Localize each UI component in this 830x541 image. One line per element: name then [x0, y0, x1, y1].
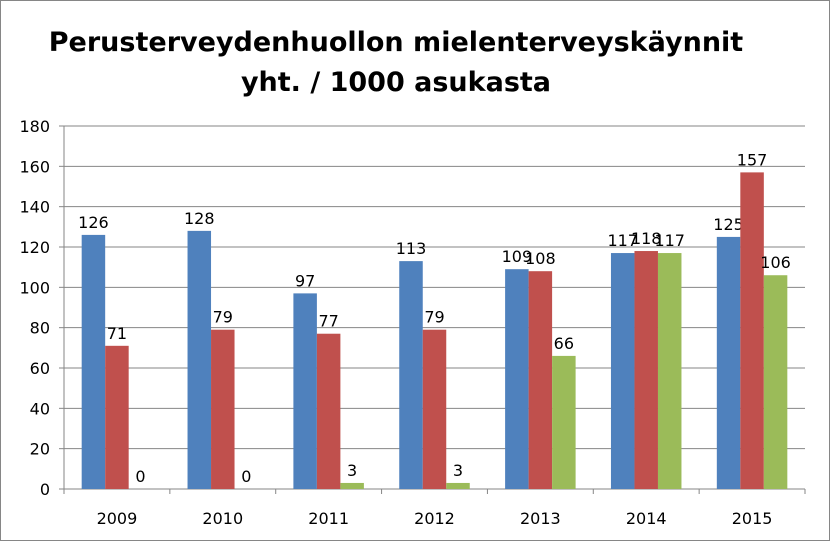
bar — [657, 253, 682, 489]
y-tick-label: 60 — [30, 359, 50, 378]
bar — [422, 329, 447, 489]
data-label: 117 — [607, 231, 638, 250]
data-label: 126 — [78, 213, 109, 232]
y-tick-label: 120 — [19, 238, 50, 257]
data-label: 113 — [396, 239, 427, 258]
bar — [340, 482, 364, 489]
bar — [528, 271, 553, 489]
bar — [316, 333, 341, 489]
y-tick-label: 40 — [30, 399, 50, 418]
bar — [610, 253, 635, 489]
x-tick-label: 2009 — [97, 509, 138, 528]
data-label: 79 — [213, 308, 233, 327]
y-tick-label: 0 — [40, 480, 50, 499]
data-label: 128 — [184, 209, 215, 228]
bar — [211, 329, 235, 489]
bar — [740, 172, 764, 489]
x-tick-label: 2012 — [414, 509, 455, 528]
x-tick-label: 2014 — [626, 509, 667, 528]
bar — [446, 482, 470, 489]
data-label: 117 — [654, 231, 685, 250]
bar — [505, 269, 529, 489]
y-tick-label: 20 — [30, 440, 50, 459]
chart-title: Perusterveydenhuollon mielenterveyskäynn… — [1, 23, 791, 103]
data-label: 0 — [241, 467, 251, 486]
y-tick-label: 140 — [19, 198, 50, 217]
data-label: 77 — [318, 312, 338, 331]
bar — [81, 234, 106, 489]
data-label: 97 — [295, 271, 315, 290]
data-label: 71 — [107, 324, 127, 343]
chart-title-line-1: Perusterveydenhuollon mielenterveyskäynn… — [48, 27, 744, 58]
bar — [399, 261, 423, 489]
bar — [634, 251, 658, 489]
bar — [763, 275, 788, 489]
y-tick-label: 80 — [30, 319, 50, 338]
x-tick-label: 2013 — [520, 509, 561, 528]
data-label: 157 — [737, 150, 768, 169]
data-label: 118 — [631, 229, 662, 248]
x-tick-label: 2015 — [732, 509, 773, 528]
data-label: 125 — [713, 215, 744, 234]
data-label: 109 — [502, 247, 533, 266]
x-tick-label: 2010 — [202, 509, 243, 528]
bar — [105, 345, 129, 489]
bar — [716, 236, 741, 489]
data-label: 66 — [554, 334, 574, 353]
x-tick-label: 2011 — [308, 509, 349, 528]
data-label: 0 — [135, 467, 145, 486]
y-tick-label: 100 — [19, 278, 50, 297]
data-label: 108 — [525, 249, 556, 268]
bar — [187, 230, 212, 489]
data-label: 3 — [347, 461, 357, 480]
chart-title-line-2: yht. / 1000 asukasta — [240, 67, 552, 98]
data-label: 79 — [424, 308, 444, 327]
bar — [293, 293, 317, 489]
data-label: 3 — [453, 461, 463, 480]
y-tick-label: 180 — [19, 117, 50, 136]
bar — [552, 355, 576, 489]
y-tick-label: 160 — [19, 157, 50, 176]
data-label: 106 — [760, 253, 791, 272]
